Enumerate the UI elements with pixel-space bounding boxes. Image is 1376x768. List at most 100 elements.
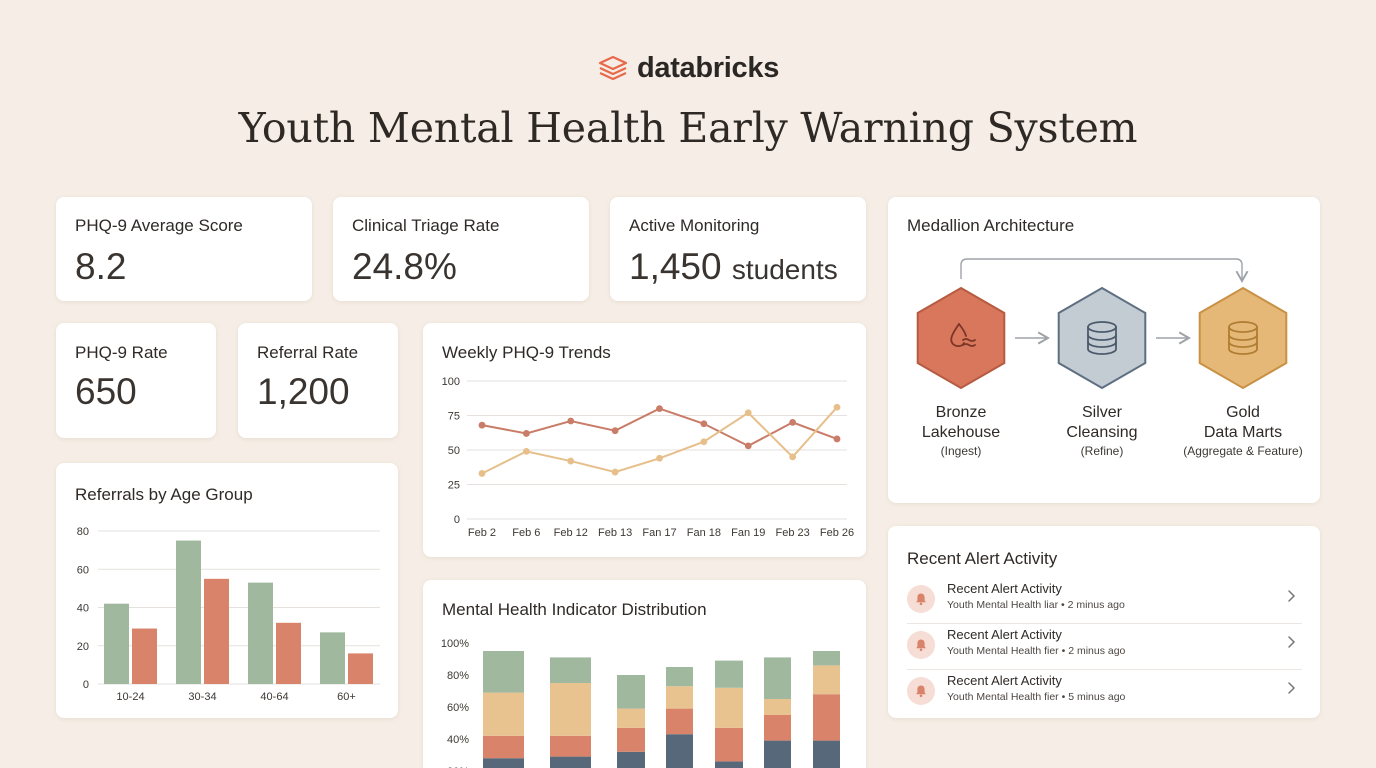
alert-row[interactable]: Recent Alert Activity Youth Mental Health… <box>907 578 1302 624</box>
stack-segment <box>617 751 645 768</box>
data-point <box>700 420 708 428</box>
stack-segment <box>483 651 524 693</box>
y-tick-label: 60 <box>77 564 89 576</box>
x-tick-label: 40-64 <box>260 691 288 703</box>
database-icon <box>1228 321 1258 355</box>
series-line <box>481 406 838 475</box>
y-tick-label: 75 <box>448 411 460 423</box>
data-point <box>789 419 797 426</box>
x-tick-label: Feb 2 <box>468 527 496 539</box>
medallion-card: Medallion Architecture Bronze Lakehouse (I… <box>888 197 1320 503</box>
x-tick-label: Feb 12 <box>554 527 588 539</box>
y-tick-label: 50 <box>448 445 460 457</box>
data-point <box>700 438 708 446</box>
stage-subtitle: (Refine) <box>1080 444 1124 458</box>
y-tick-label: 20 <box>77 641 89 653</box>
stage-hexagon <box>1198 286 1288 390</box>
bar <box>348 653 373 684</box>
kpi-label: Active Monitoring <box>629 216 760 235</box>
stack-segment <box>550 756 591 768</box>
x-tick-label: Feb 23 <box>776 527 810 539</box>
stage-hexagon <box>1057 286 1147 390</box>
alert-title: Recent Alert Activity <box>947 673 1062 688</box>
kpi-card-referral-rate: Referral Rate 1,200 <box>238 323 398 438</box>
card-title: Recent Alert Activity <box>907 549 1058 568</box>
chart-title: Referrals by Age Group <box>75 485 253 504</box>
kpi-card-phq9-rate: PHQ-9 Rate 650 <box>56 323 216 438</box>
stack-segment <box>813 651 840 666</box>
data-point <box>789 453 797 461</box>
kpi-unit: students <box>731 254 838 285</box>
stack-segment <box>550 683 591 736</box>
data-point <box>478 421 486 429</box>
bell-icon <box>907 677 935 705</box>
alert-subtitle: Youth Mental Health fier • 2 minus ago <box>947 645 1126 657</box>
stack-segment <box>764 699 791 715</box>
stack-segment <box>550 735 591 757</box>
stack-segment <box>483 692 524 736</box>
x-tick-label: Feb 26 <box>820 527 854 539</box>
brand-header: databricks <box>0 52 1376 85</box>
stage-name: Silver <box>1081 404 1122 421</box>
kpi-card-phq9-average: PHQ-9 Average Score 8.2 <box>56 197 312 301</box>
x-tick-label: 10-24 <box>116 691 144 703</box>
distribution-card: Mental Health Indicator Distribution 100… <box>423 580 866 768</box>
x-tick-label: Feb 13 <box>598 527 632 539</box>
bar <box>248 582 273 684</box>
data-point <box>567 417 575 425</box>
distribution-chart: 100% 80% 60% 40% 20% <box>441 638 840 768</box>
y-tick-label: 100 <box>442 376 460 388</box>
data-point <box>656 405 663 412</box>
x-tick-label: Feb 6 <box>512 527 540 539</box>
referrals-age-chart: 0 20 40 60 80 10-24 30-34 40-64 60+ <box>77 526 380 703</box>
data-point <box>744 409 752 417</box>
stack-segment <box>813 740 840 768</box>
bar <box>320 632 345 684</box>
bell-icon <box>907 585 935 613</box>
bar <box>176 540 201 684</box>
data-point <box>522 430 530 437</box>
y-tick-label: 25 <box>448 480 460 492</box>
stage-name: Lakehouse <box>921 424 1001 441</box>
chevron-right-icon[interactable] <box>1284 586 1300 606</box>
data-point <box>611 427 619 435</box>
alert-row[interactable]: Recent Alert Activity Youth Mental Health… <box>907 670 1302 716</box>
stage-name: Gold <box>1226 404 1260 421</box>
data-point <box>744 442 752 450</box>
alert-subtitle: Youth Mental Health liar • 2 minus ago <box>947 599 1125 611</box>
card-title: Medallion Architecture <box>907 216 1075 235</box>
kpi-card-triage-rate: Clinical Triage Rate 24.8% <box>333 197 589 301</box>
bypass-arrow <box>960 258 1249 283</box>
kpi-label: Referral Rate <box>257 343 359 362</box>
database-icon <box>1087 321 1117 355</box>
x-tick-label: 30-34 <box>188 691 216 703</box>
alert-title: Recent Alert Activity <box>947 627 1062 642</box>
chevron-right-icon[interactable] <box>1284 678 1300 698</box>
water-drop-icon <box>950 323 976 348</box>
y-tick-label: 0 <box>83 679 89 691</box>
y-tick-label: 40% <box>447 734 469 746</box>
x-tick-label: Fan 17 <box>642 527 676 539</box>
stack-segment <box>764 715 791 741</box>
kpi-value: 8.2 <box>75 246 127 287</box>
y-tick-label: 40 <box>77 603 89 615</box>
chart-title: Mental Health Indicator Distribution <box>442 600 707 619</box>
y-tick-label: 0 <box>454 514 460 526</box>
stack-segment <box>666 667 693 687</box>
alert-row[interactable]: Recent Alert Activity Youth Mental Health… <box>907 624 1302 670</box>
chart-title: Weekly PHQ-9 Trends <box>442 343 611 362</box>
stage-label: Bronze Lakehouse (Ingest) <box>891 403 1031 459</box>
kpi-value: 1,200 <box>257 371 350 412</box>
stack-segment <box>666 734 693 768</box>
stack-segment <box>550 657 591 683</box>
medallion-diagram <box>916 258 1288 390</box>
alert-subtitle: Youth Mental Health fier • 5 minus ago <box>947 691 1126 703</box>
data-point <box>611 468 619 476</box>
stack-segment <box>764 657 791 699</box>
series-line <box>481 407 838 447</box>
kpi-value: 650 <box>75 371 137 412</box>
chevron-right-icon[interactable] <box>1284 632 1300 652</box>
alert-title: Recent Alert Activity <box>947 581 1062 596</box>
data-point <box>478 470 486 477</box>
x-tick-label: Fan 18 <box>687 527 721 539</box>
